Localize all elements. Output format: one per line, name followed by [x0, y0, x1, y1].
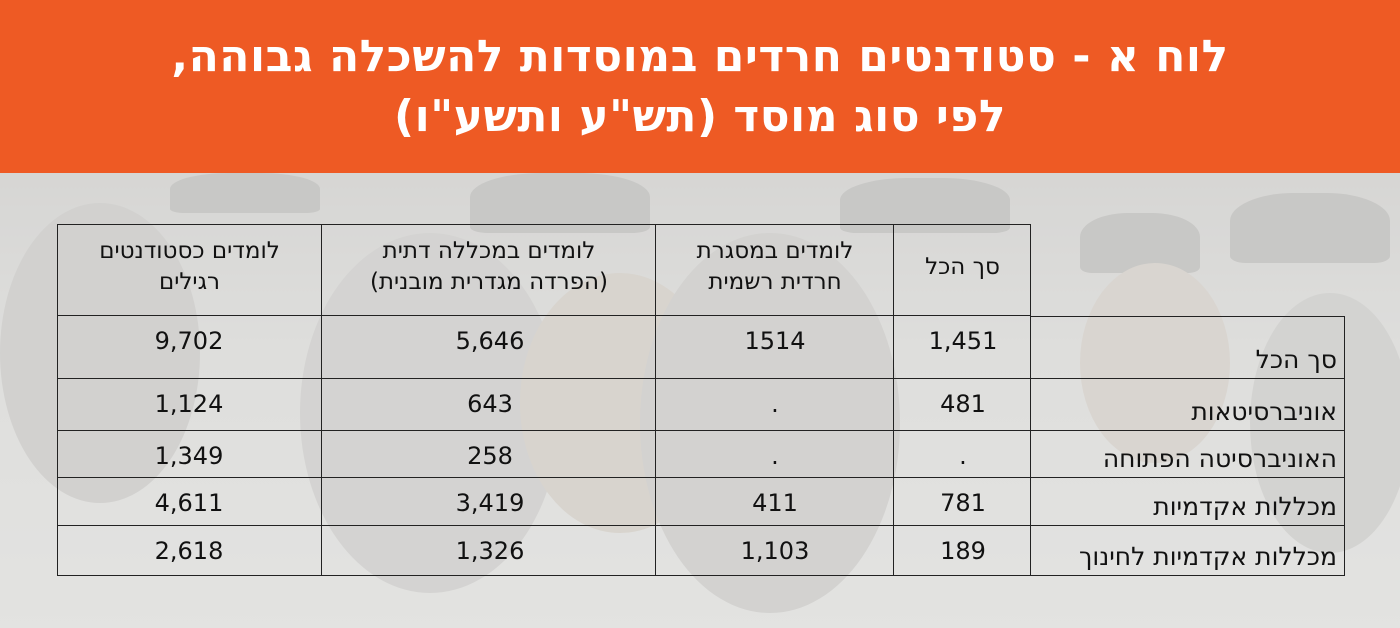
table-cell	[322, 526, 656, 576]
cell-value: 189	[940, 537, 986, 565]
row-label-cell	[1031, 379, 1345, 431]
row-label-cell	[1031, 478, 1345, 526]
cell-value: 481	[940, 390, 986, 418]
table-cell	[894, 316, 1031, 379]
row-label: מכללות אקדמיות	[1153, 492, 1337, 521]
cell-value: 4,611	[154, 489, 224, 517]
cell-value: 643	[467, 390, 513, 418]
column-header-haredi-framework: לומדים במסגרת חרדית רשמית	[696, 238, 854, 295]
cell-value: 1514	[744, 327, 806, 355]
cell-value: 2,618	[154, 537, 224, 565]
cell-value: 1,326	[455, 537, 525, 565]
row-label: מכללות אקדמיות לחינוך	[1078, 542, 1337, 571]
table-cell	[656, 478, 894, 526]
table-cell	[656, 431, 894, 478]
cell-value: 1,451	[928, 327, 998, 355]
title-banner: לוח א - סטודנטים חרדים במוסדות להשכלה גב…	[0, 0, 1400, 173]
row-label: האוניברסיטה הפתוחה	[1102, 444, 1337, 473]
cell-value: 1,124	[154, 390, 224, 418]
cell-value: .	[771, 390, 779, 418]
table-cell	[894, 431, 1031, 478]
table-cell	[57, 379, 322, 431]
cell-value: 781	[940, 489, 986, 517]
table-cell	[322, 431, 656, 478]
row-label-cell	[1031, 316, 1345, 379]
table-cell	[322, 379, 656, 431]
cell-value: .	[771, 442, 779, 470]
cell-value: 411	[752, 489, 798, 517]
table-cell	[894, 478, 1031, 526]
background-photo	[0, 173, 1400, 628]
row-label-cell	[1031, 431, 1345, 478]
cell-value: 5,646	[455, 327, 525, 355]
table-cell	[894, 379, 1031, 431]
cell-value: 1,103	[740, 537, 810, 565]
table-cell	[57, 316, 322, 379]
row-label: סך הכל	[1255, 345, 1337, 374]
table-cell	[894, 526, 1031, 576]
table-cell	[656, 316, 894, 379]
table-cell	[656, 526, 894, 576]
cell-value: 258	[467, 442, 513, 470]
cell-value: 1,349	[154, 442, 224, 470]
row-label: אוניברסיטאות	[1191, 397, 1337, 426]
column-header-religious-college: לומדים במכללה דתית (הפרדה מגדרית מובנית)	[369, 238, 609, 295]
cell-value: .	[959, 442, 967, 470]
table-cell	[322, 478, 656, 526]
title-line-2: לפי סוג מוסד (תש"ע ותשע"ו)	[394, 90, 1006, 142]
table-cell	[322, 316, 656, 379]
table-cell	[656, 379, 894, 431]
table-cell	[57, 478, 322, 526]
column-header-regular: לומדים כסטודנטים רגילים	[99, 238, 280, 295]
table-cell	[57, 526, 322, 576]
cell-value: 9,702	[154, 327, 224, 355]
column-header-total: סך הכל	[925, 254, 1000, 280]
cell-value: 3,419	[455, 489, 525, 517]
title-line-1: לוח א - סטודנטים חרדים במוסדות להשכלה גב…	[171, 30, 1229, 82]
row-label-cell	[1031, 526, 1345, 576]
table-cell	[57, 431, 322, 478]
